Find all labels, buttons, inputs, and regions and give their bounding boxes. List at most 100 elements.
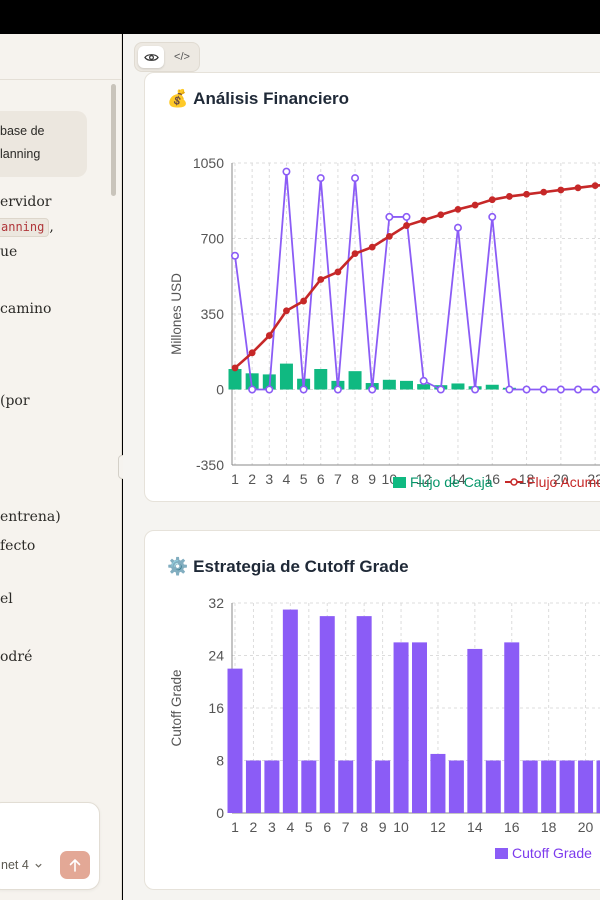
bar-cutoff-grade xyxy=(485,760,501,813)
x-tick-label: 8 xyxy=(351,471,359,487)
flujo-acumulado-point xyxy=(403,222,410,229)
bar-flujo-de-caja xyxy=(279,363,293,390)
x-tick-label: 3 xyxy=(268,819,276,835)
view-toggle: </> xyxy=(134,42,200,72)
response-code-line: anning, xyxy=(0,218,54,237)
x-tick-label: 1 xyxy=(231,819,239,835)
preview-button[interactable] xyxy=(138,46,164,68)
bar-flujo-de-caja xyxy=(451,383,465,390)
bar-cutoff-grade xyxy=(448,760,464,813)
legend-label: Flujo de Caja xyxy=(410,474,493,490)
money-bag-icon: 💰 xyxy=(167,89,189,108)
bar-flujo-de-caja xyxy=(245,373,259,390)
bar-cutoff-grade xyxy=(522,760,538,813)
chat-scrollbar[interactable] xyxy=(111,84,116,196)
legend-label: Cutoff Grade xyxy=(512,845,592,861)
window-top-bar xyxy=(0,0,600,34)
x-tick-label: 4 xyxy=(283,471,291,487)
bar-cutoff-grade xyxy=(227,668,243,813)
x-tick-label: 3 xyxy=(265,471,273,487)
x-tick-label: 1 xyxy=(231,471,239,487)
bar-flujo-de-caja xyxy=(348,371,362,390)
x-tick-label: 16 xyxy=(504,819,520,835)
code-icon: </> xyxy=(174,51,190,63)
y-tick-label: -350 xyxy=(196,457,224,473)
bar-flujo-de-caja xyxy=(485,384,499,390)
x-tick-label: 14 xyxy=(467,819,483,835)
series-purple-point xyxy=(248,385,257,394)
series-purple-point xyxy=(333,385,342,394)
y-tick-label: 8 xyxy=(216,753,224,769)
x-tick-label: 12 xyxy=(430,819,446,835)
bar-cutoff-grade xyxy=(578,760,594,813)
punctuation: , xyxy=(49,219,54,235)
bar-cutoff-grade xyxy=(245,760,261,813)
card-title-text: Estrategia de Cutoff Grade xyxy=(193,557,409,576)
message-composer[interactable]: net 4 xyxy=(0,802,100,890)
x-tick-label: 5 xyxy=(300,471,308,487)
bar-cutoff-grade xyxy=(282,609,298,813)
bar-cutoff-grade xyxy=(319,616,335,813)
flujo-acumulado-point xyxy=(283,307,290,315)
response-text-fragment: el xyxy=(0,591,13,607)
chat-header xyxy=(0,34,121,80)
chat-panel: base de lanning ervidor anning, ue camin… xyxy=(0,34,122,900)
series-purple-point xyxy=(471,385,480,394)
legend-swatch xyxy=(393,477,406,488)
bar-cutoff-grade xyxy=(393,642,409,813)
send-button[interactable] xyxy=(60,851,90,879)
series-purple-point xyxy=(231,251,240,260)
response-text-fragment: camino xyxy=(0,301,52,317)
flujo-acumulado-point xyxy=(317,276,325,283)
bar-cutoff-grade xyxy=(504,642,520,813)
legend-swatch xyxy=(495,848,508,859)
x-tick-label: 9 xyxy=(379,819,387,835)
bar-cutoff-grade xyxy=(467,648,483,813)
user-message-line: lanning xyxy=(0,147,41,161)
flujo-acumulado-point xyxy=(454,205,462,213)
gear-icon: ⚙️ xyxy=(167,557,189,576)
x-tick-label: 4 xyxy=(286,819,294,835)
model-label: net 4 xyxy=(1,858,29,872)
bar-cutoff-grade xyxy=(356,616,372,813)
series-purple-point xyxy=(265,385,274,394)
flujo-acumulado-point xyxy=(488,196,496,204)
legend-label: Flujo Acumulado xyxy=(527,474,600,490)
user-message-bubble: base de lanning xyxy=(0,111,87,177)
code-button[interactable]: </> xyxy=(169,46,195,68)
series-purple-point xyxy=(282,167,291,176)
flujo-acumulado-point xyxy=(540,188,548,196)
response-text-fragment: ue xyxy=(0,244,18,260)
bar-cutoff-grade xyxy=(264,760,280,813)
response-text-fragment: fecto xyxy=(0,538,36,554)
bar-cutoff-grade xyxy=(541,760,557,813)
chevron-down-icon xyxy=(35,863,42,868)
x-tick-label: 20 xyxy=(578,819,594,835)
x-tick-label: 16 xyxy=(484,471,500,487)
flujo-acumulado-point xyxy=(300,297,307,305)
bar-cutoff-grade xyxy=(301,760,317,813)
y-tick-label: 24 xyxy=(208,648,224,664)
series-purple-point xyxy=(522,385,531,394)
series-purple-point xyxy=(316,174,325,183)
flujo-acumulado-point xyxy=(505,193,513,200)
x-tick-label: 5 xyxy=(305,819,313,835)
flujo-acumulado-point xyxy=(265,332,273,339)
y-tick-label: 32 xyxy=(208,595,224,611)
x-tick-label: 6 xyxy=(323,819,331,835)
response-text-fragment: (por xyxy=(0,393,30,409)
inline-code: anning xyxy=(0,218,50,237)
user-message-line: base de xyxy=(0,124,45,138)
y-tick-label: 700 xyxy=(201,231,225,247)
card-title-text: Análisis Financiero xyxy=(193,89,350,108)
x-tick-label: 12 xyxy=(416,471,432,487)
x-tick-label: 8 xyxy=(360,819,368,835)
response-text-fragment: entrena) xyxy=(0,509,61,525)
flujo-acumulado-point xyxy=(574,184,582,192)
x-tick-label: 14 xyxy=(450,471,466,487)
flujo-acumulado-point xyxy=(368,243,376,251)
x-tick-label: 2 xyxy=(250,819,258,835)
model-selector[interactable]: net 4 xyxy=(1,858,43,872)
x-tick-label: 9 xyxy=(368,471,376,487)
x-tick-label: 18 xyxy=(541,819,557,835)
